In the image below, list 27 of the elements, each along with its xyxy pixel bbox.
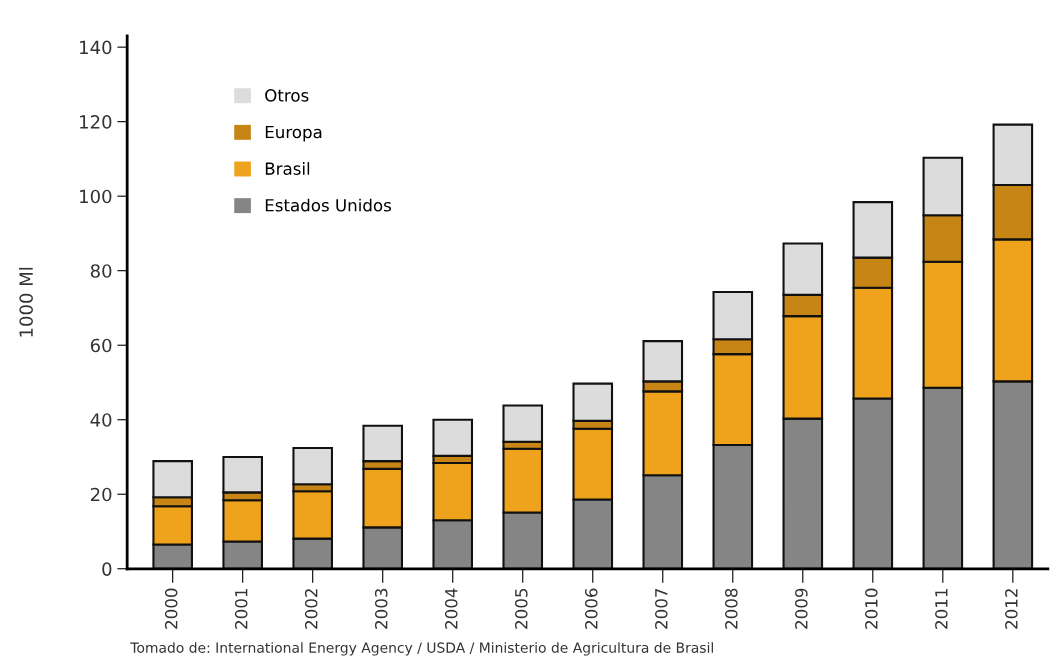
text: Tomado de: International Energy Agency / USDA / Ministerio de Agricultura de Brasil (130, 642, 713, 656)
y-tick-label: 80 (90, 264, 112, 278)
x-tick-label: 2000 (164, 588, 178, 629)
y-tick-label: 0 (102, 562, 112, 576)
x-tick-label: 2011 (935, 589, 948, 629)
y-tick-label: 60 (90, 338, 112, 353)
x-tick-label: 2012 (1005, 589, 1018, 629)
x-tick-label: 2008 (725, 588, 738, 629)
x-tick-label: 2002 (304, 589, 318, 629)
x-tick-label: 2005 (514, 588, 528, 629)
y-tick-label: 120 (80, 115, 112, 129)
legend-label: Brasil (265, 162, 310, 175)
x-tick-label: 2004 (444, 588, 458, 629)
x-tick-label: 2010 (865, 588, 878, 629)
legend-label: Europa (265, 125, 322, 142)
x-tick-label: 2001 (234, 589, 248, 629)
legend-label: Estados Unidos (265, 198, 391, 212)
x-tick-label: 2009 (795, 588, 808, 629)
y-tick-label: 20 (90, 487, 112, 502)
x-tick-label: 2006 (584, 588, 598, 629)
x-tick-label: 2007 (655, 588, 668, 629)
y-tick-label: 100 (80, 189, 112, 204)
y-tick-label: 40 (90, 413, 112, 427)
legend-label: Otros (265, 89, 309, 102)
y-tick-label: 140 (80, 40, 112, 55)
y-axis-title: 1000 Ml (18, 267, 33, 337)
x-tick-label: 2003 (374, 588, 388, 629)
